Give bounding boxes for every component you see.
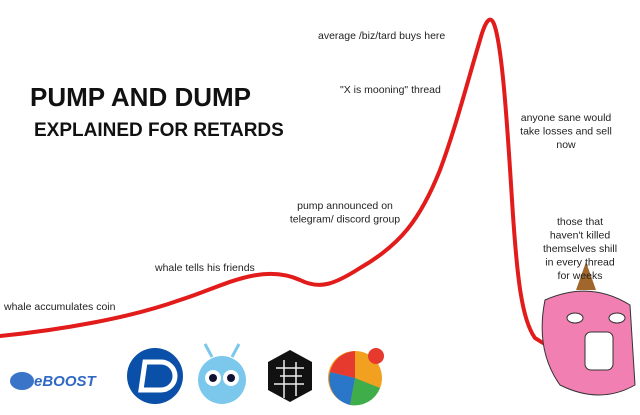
- annotation: now: [556, 139, 576, 151]
- annotation: "X is mooning" thread: [340, 84, 441, 96]
- annotation: in every thread: [545, 256, 615, 268]
- logo-text: eBOOST: [34, 373, 98, 390]
- logo-mascot: [198, 343, 246, 404]
- annotation: take losses and sell: [520, 125, 612, 137]
- title: PUMP AND DUMP: [30, 82, 251, 112]
- price-curve: [0, 17, 602, 360]
- logo-colorful: [328, 348, 384, 406]
- annotation: anyone sane would: [521, 112, 612, 124]
- annotation: pump announced on: [297, 200, 393, 212]
- annotation: for weeks: [558, 270, 603, 282]
- annotation: telegram/ discord group: [290, 213, 400, 225]
- wojak-face: [541, 262, 636, 396]
- annotation: whale accumulates coin: [3, 301, 116, 313]
- logo-eboost: eBOOST: [10, 372, 98, 390]
- subtitle: EXPLAINED FOR RETARDS: [34, 120, 284, 141]
- annotation: haven't killed: [550, 229, 611, 241]
- logo-maze: [268, 350, 312, 402]
- annotation: whale tells his friends: [154, 262, 255, 274]
- annotation: themselves shill: [543, 243, 617, 255]
- annotation: average /biz/tard buys here: [318, 30, 445, 42]
- annotation: those that: [557, 216, 603, 228]
- logo-digibyte: [127, 348, 183, 404]
